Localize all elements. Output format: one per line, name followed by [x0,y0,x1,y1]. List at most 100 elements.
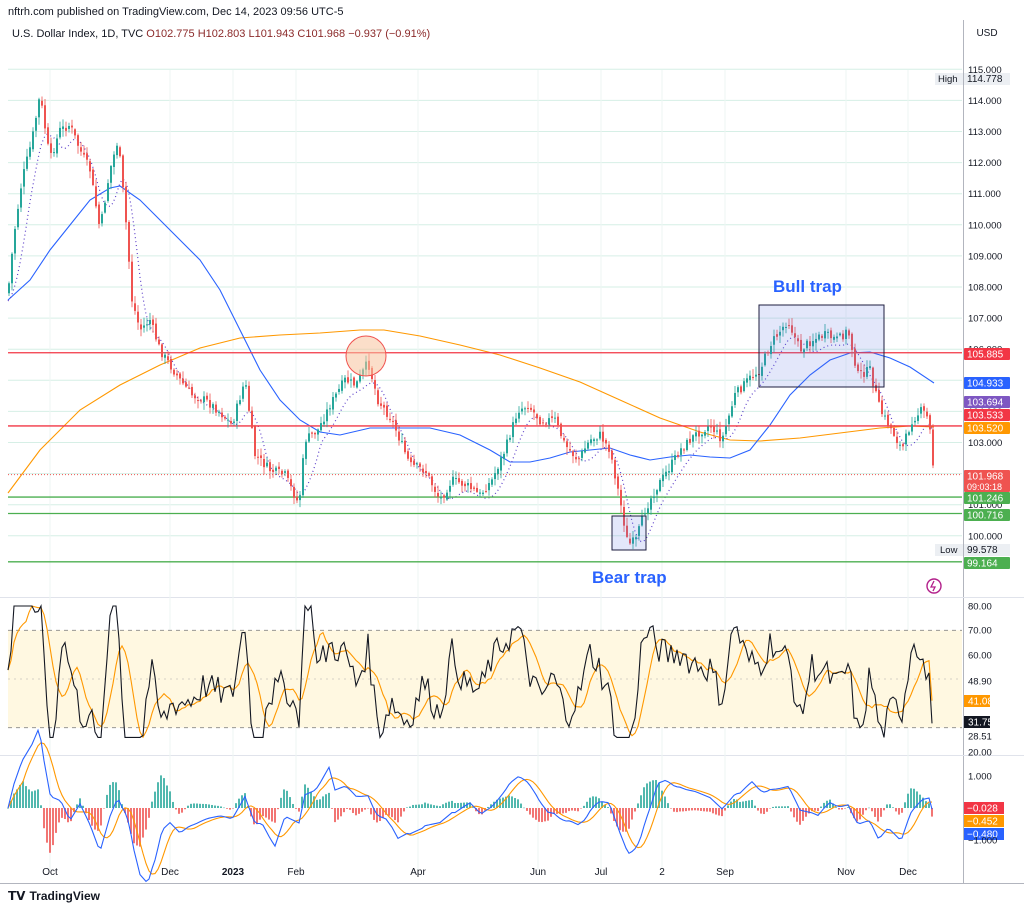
candle-body [548,418,550,425]
candle [83,145,85,158]
candle-body [728,415,730,425]
candle-body [926,411,928,417]
candle [104,200,106,214]
price-tick-label: 109.000 [968,251,1002,262]
macd-hist-bar [400,808,402,817]
macd-hist-bar [46,808,48,843]
macd-hist-bar [547,808,549,821]
candle-body [38,99,40,118]
macd-hist-bar [238,798,240,808]
price-tick-label: 101.000 [968,500,1002,511]
candle-body [560,423,562,437]
candle-body [191,387,193,396]
macd-hist-bar [898,808,900,815]
candle-body [524,408,526,410]
candle-body [251,410,253,429]
candle [8,281,10,296]
candle-body [404,440,406,453]
candle [827,328,829,339]
candle [128,220,130,269]
candle-body [824,331,826,339]
candle [161,343,163,361]
macd-hist-bar [295,808,297,809]
macd-hist-bar [223,807,225,809]
candle-body [551,416,553,419]
candle-body [47,127,49,144]
candle-body [773,336,775,345]
macd-value-badge: −0.480 [964,828,1004,841]
tradingview-logo[interactable]: 𝗧𝗩 TradingView [8,889,100,903]
macd-hist-bar [844,808,846,809]
candle-body [878,390,880,402]
candle-body [482,492,484,495]
macd-hist-bar [319,799,321,808]
candle-body [182,378,184,384]
candle-body [476,487,478,492]
macd-hist-bar [382,808,384,819]
macd-hist-bar [826,800,828,808]
candle-body [500,457,502,471]
candle-body [872,367,874,387]
price-gridlines [8,68,962,537]
candle-body [791,325,793,333]
candle [206,392,208,402]
macd-hist-bar [571,808,573,811]
candle-body [356,381,358,388]
macd-hist-bar [391,808,393,818]
candle-body [539,417,541,425]
candle-body [26,156,28,169]
candle [284,469,286,477]
macd-hist-bar [451,800,453,808]
candle [20,183,22,212]
candle [341,375,343,394]
candle-body [272,469,274,472]
candle-body [599,431,601,439]
candle-body [659,480,661,492]
macd-hist-bar [490,804,492,808]
candle-body [752,376,754,378]
macd-hist-bar [337,808,339,820]
candle-body [620,489,622,506]
high-value-bg [964,73,1010,85]
macd-hist-bar [709,808,711,812]
currency-label[interactable]: USD [976,28,998,39]
candle [842,330,844,342]
candle [626,517,628,539]
candle-body [146,324,148,326]
alert-icon-ring [926,578,942,594]
macd-hist-bar [697,808,699,811]
candle [833,334,835,343]
macd-hist-bar [358,808,360,814]
candle-body [782,326,784,331]
macd-hist-bar [538,808,540,822]
candle-body [869,366,871,369]
macd-hist-bar [658,783,660,808]
candle [125,181,127,230]
price-label-text: 103.694 [967,398,1004,409]
macd-hist-bar [76,804,78,808]
candle-body [158,339,160,345]
candle [218,409,220,417]
macd-hist-bar [226,808,228,809]
candle-body [83,152,85,155]
macd-hist-bar [40,805,42,808]
macd-hist-bar [181,808,183,813]
macd-hist-bar [865,808,867,811]
price-label-text: 103.533 [967,411,1004,422]
macd-hist-bar [820,806,822,808]
candle-body [44,105,46,129]
candle [470,476,472,493]
candle [740,384,742,395]
price-label-bg [964,409,1010,421]
macd-hist-bar [589,797,591,808]
rsi-value-badge: 31.75 [964,716,993,729]
macd-hist-bar [631,808,633,820]
macd-hist-bar [784,806,786,808]
macd-signal-line [7,742,933,875]
candle-body [95,186,97,207]
macd-hist-bar [505,796,507,808]
candle-body [137,311,139,323]
candle [812,333,814,352]
